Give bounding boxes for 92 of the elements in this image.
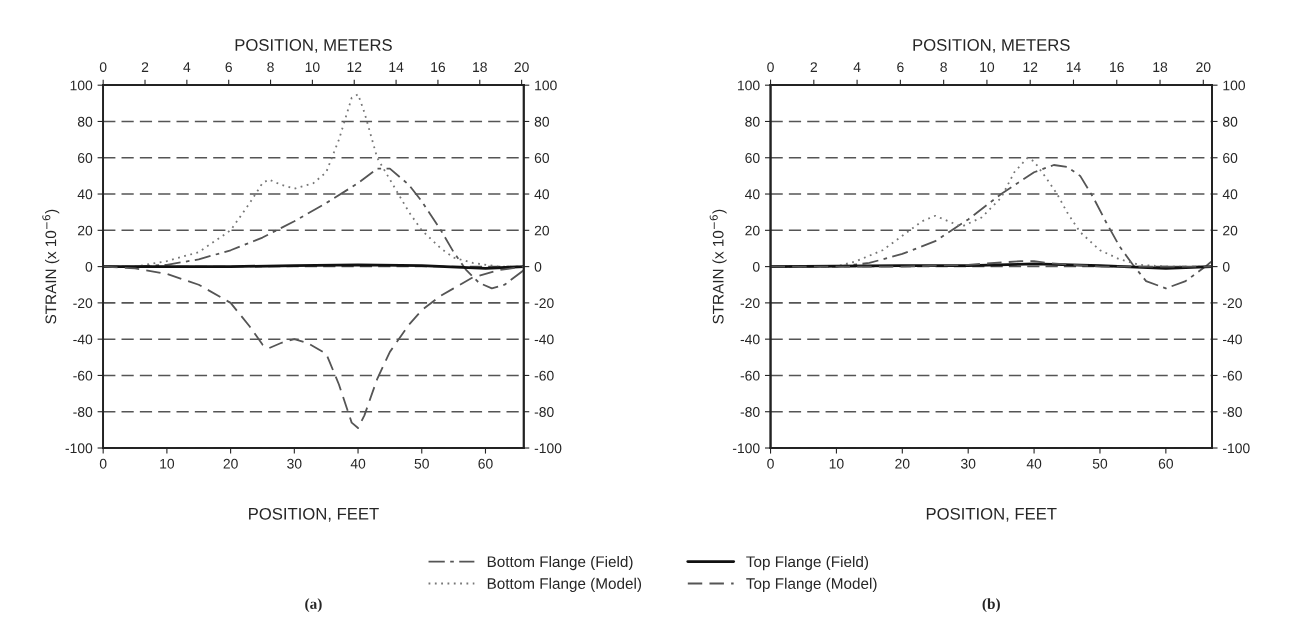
y-tick-label: 60 [78, 153, 93, 163]
y-tick-label: -60 [73, 370, 93, 381]
y-axis-title: STRAIN (x 10$^{−6}$) [42, 209, 60, 324]
x2-tick-label: 4 [853, 62, 861, 72]
y2-tick-label: -60 [1223, 370, 1242, 381]
y-tick-label: -60 [740, 370, 760, 381]
x2-tick-label: 4 [183, 62, 191, 72]
x2-tick-label: 18 [1153, 62, 1168, 73]
x2-tick-label: 10 [980, 62, 995, 73]
x2-tick-label: 6 [897, 62, 904, 73]
y2-tick-label: 100 [1223, 80, 1246, 91]
x2-tick-label: 2 [141, 62, 149, 72]
y2-tick-label: -40 [534, 334, 554, 345]
y2-tick-label: 0 [534, 261, 542, 272]
x-axis-title: POSITION, FEET [249, 507, 379, 522]
x-tick-label: 0 [767, 458, 774, 469]
x-tick-label: 50 [414, 458, 429, 469]
y2-tick-label: -80 [1223, 407, 1242, 417]
y-tick-label: -40 [740, 334, 760, 345]
x-tick-label: 60 [478, 458, 493, 469]
x2-tick-label: 16 [431, 62, 446, 73]
x-tick-label: 40 [350, 458, 366, 469]
x2-axis-title: POSITION, METERS [235, 39, 392, 53]
y2-tick-label: -20 [1223, 298, 1242, 309]
y2-tick-label: 40 [534, 189, 550, 200]
x-tick-label: 10 [160, 458, 175, 469]
x-tick-label: 50 [1092, 458, 1108, 469]
y-axis-title: STRAIN (x 10$^{−6}$) [709, 209, 727, 324]
y2-tick-label: 0 [1222, 261, 1230, 272]
y-tick-label: 40 [745, 189, 760, 200]
x-tick-label: 0 [99, 458, 107, 469]
x2-tick-label: 10 [305, 62, 320, 73]
y-tick-label: 20 [78, 225, 93, 236]
y-tick-label: 100 [70, 80, 93, 91]
y-tick-label: 80 [745, 116, 760, 127]
y2-tick-label: -100 [534, 443, 562, 454]
y-tick-label: 0 [752, 261, 760, 272]
x-tick-label: 20 [223, 458, 238, 469]
x2-tick-label: 14 [389, 62, 404, 72]
x2-tick-label: 0 [99, 62, 107, 73]
y-tick-label: -40 [73, 334, 93, 345]
y2-tick-label: 80 [1222, 116, 1238, 127]
y2-tick-label: 100 [535, 80, 557, 91]
x2-tick-label: 20 [1196, 62, 1211, 73]
y2-tick-label: 40 [1222, 189, 1238, 200]
y-tick-label: -80 [740, 407, 760, 417]
y-tick-label: 40 [77, 189, 93, 200]
y2-tick-label: -60 [534, 370, 554, 381]
x2-tick-label: 20 [514, 62, 529, 73]
x-axis-title: POSITION, FEET [926, 507, 1057, 522]
y-tick-label: -80 [73, 407, 93, 417]
x2-tick-label: 14 [1066, 62, 1081, 72]
y-tick-label: -100 [732, 443, 760, 454]
y-tick-label: 20 [745, 225, 760, 236]
legend-label: Bottom Flange (Field) [487, 555, 633, 571]
y2-tick-label: 60 [534, 153, 550, 163]
x2-tick-label: 16 [1110, 62, 1124, 73]
x-tick-label: 30 [961, 458, 976, 469]
x-tick-label: 30 [287, 458, 302, 469]
y2-tick-label: -40 [1223, 334, 1242, 345]
y2-tick-label: 20 [534, 225, 550, 236]
x2-tick-label: 6 [225, 62, 232, 73]
y2-tick-label: -80 [534, 407, 554, 417]
y2-tick-label: 80 [534, 116, 550, 127]
text: (a) [305, 598, 322, 613]
y-tick-label: 0 [85, 261, 93, 272]
x-tick-label: 40 [1026, 458, 1042, 469]
y2-tick-label: -100 [1223, 443, 1250, 454]
x2-tick-label: 8 [940, 62, 947, 73]
x2-tick-label: 12 [1023, 62, 1038, 72]
x2-tick-label: 0 [767, 62, 774, 73]
y2-tick-label: 60 [1223, 153, 1238, 163]
x2-axis-title: POSITION, METERS [913, 39, 1070, 53]
y-tick-label: 80 [77, 116, 93, 127]
legend-label: Top Flange (Field) [746, 555, 869, 571]
y-tick-label: 100 [738, 80, 760, 91]
y-tick-label: -100 [65, 443, 93, 454]
legend-label: Top Flange (Model) [746, 577, 877, 593]
x2-tick-label: 12 [347, 62, 362, 72]
y-tick-label: -20 [740, 298, 760, 309]
y2-tick-label: -20 [534, 298, 554, 309]
x2-tick-label: 2 [810, 62, 817, 72]
y-tick-label: 60 [745, 153, 760, 163]
x-tick-label: 20 [895, 458, 910, 469]
x-tick-label: 10 [829, 458, 844, 469]
legend-label: Bottom Flange (Model) [487, 577, 642, 593]
y2-tick-label: 20 [1223, 225, 1238, 236]
y-tick-label: -20 [73, 298, 93, 309]
text: (b) [982, 598, 1000, 613]
x2-tick-label: 18 [473, 62, 487, 73]
x2-tick-label: 8 [267, 62, 274, 73]
x-tick-label: 60 [1158, 458, 1174, 469]
